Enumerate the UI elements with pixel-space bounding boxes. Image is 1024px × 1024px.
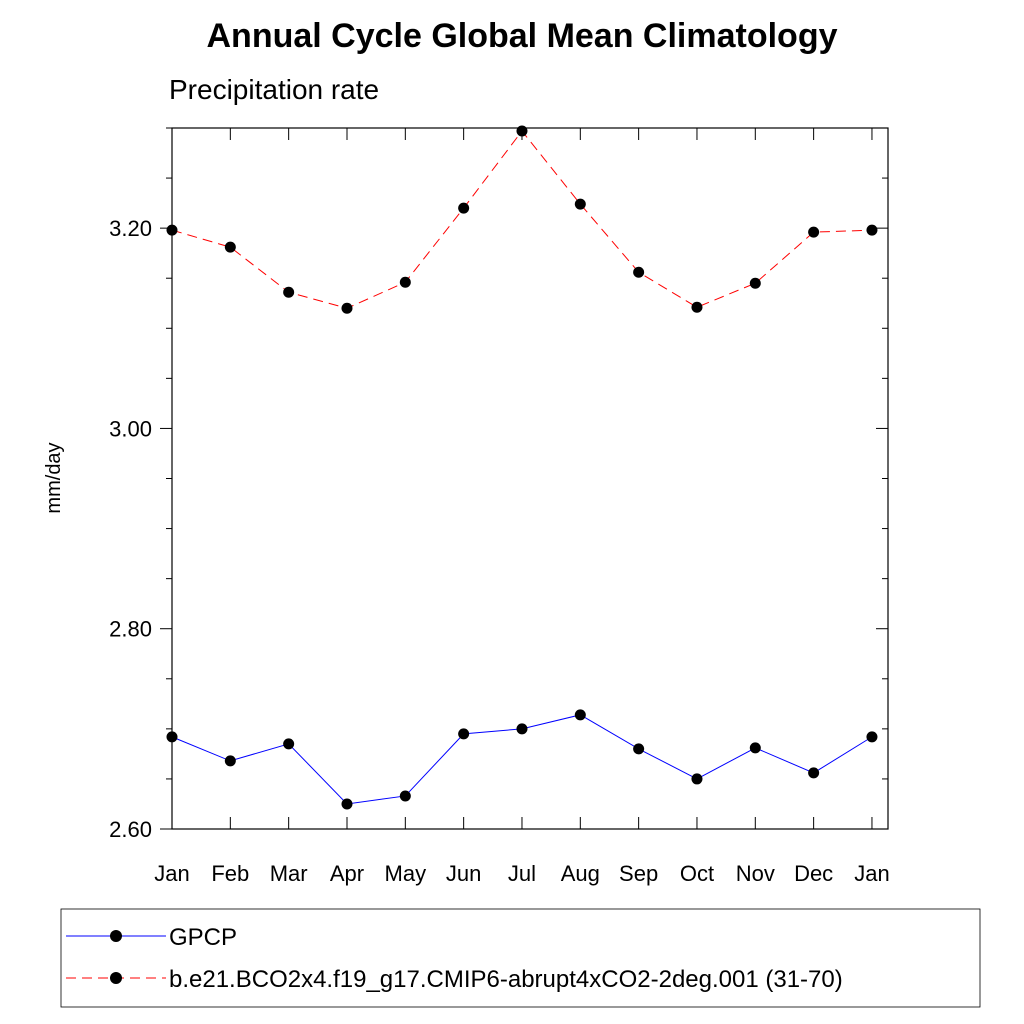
x-tick-label: Dec	[794, 861, 833, 886]
data-point	[224, 755, 236, 767]
x-tick-label: Jul	[508, 861, 536, 886]
legend-label-gpcp: GPCP	[169, 924, 237, 951]
plot-frame	[171, 127, 889, 830]
series-line-1	[171, 130, 872, 309]
data-point	[516, 723, 528, 735]
x-tick-label: Jan	[154, 861, 189, 886]
y-tick-label: 3.00	[109, 416, 152, 441]
data-point	[458, 202, 470, 214]
data-point	[399, 276, 411, 288]
data-point	[399, 790, 411, 802]
data-point	[516, 125, 528, 137]
data-series	[166, 125, 878, 810]
data-point	[574, 709, 586, 721]
legend-label-model: b.e21.BCO2x4.f19_g17.CMIP6-abrupt4xCO2-2…	[169, 966, 843, 993]
data-point	[166, 731, 178, 743]
legend-marker-model	[110, 972, 122, 984]
y-tick-label: 2.60	[109, 817, 152, 842]
y-axis-label: mm/day	[43, 442, 65, 513]
x-tick-label: Feb	[211, 861, 249, 886]
legend-marker-gpcp	[110, 930, 122, 942]
chart-subtitle: Precipitation rate	[169, 74, 379, 105]
x-tick-label: May	[385, 861, 427, 886]
x-tick-label: Mar	[270, 861, 308, 886]
x-tick-label: Sep	[619, 861, 658, 886]
data-point	[808, 767, 820, 779]
data-point	[633, 743, 645, 755]
x-tick-label: Jun	[446, 861, 481, 886]
data-point	[224, 241, 236, 253]
data-point	[574, 198, 586, 210]
data-point	[166, 224, 178, 236]
y-tick-label: 2.80	[109, 617, 152, 642]
data-point	[341, 302, 353, 314]
data-point	[691, 773, 703, 785]
data-point	[866, 224, 878, 236]
data-point	[458, 728, 470, 740]
data-point	[749, 742, 761, 754]
data-point	[633, 266, 645, 278]
x-tick-label: Aug	[561, 861, 600, 886]
data-point	[341, 798, 353, 810]
x-tick-label: Nov	[736, 861, 775, 886]
chart-title: Annual Cycle Global Mean Climatology	[207, 17, 838, 55]
legend: GPCP b.e21.BCO2x4.f19_g17.CMIP6-abrupt4x…	[60, 908, 981, 1008]
data-point	[283, 286, 295, 298]
data-point	[283, 738, 295, 750]
axes-ticks: Jan Feb Mar Apr May Jun Jul Aug Sep Oct Nov Dec Jan2…	[109, 127, 890, 886]
legend-box	[60, 908, 981, 1008]
x-tick-label: Jan	[854, 861, 889, 886]
y-tick-label: 3.20	[109, 216, 152, 241]
data-point	[866, 731, 878, 743]
x-tick-label: Apr	[330, 861, 364, 886]
data-point	[749, 277, 761, 289]
data-point	[808, 226, 820, 238]
data-point	[691, 301, 703, 313]
x-tick-label: Oct	[680, 861, 714, 886]
